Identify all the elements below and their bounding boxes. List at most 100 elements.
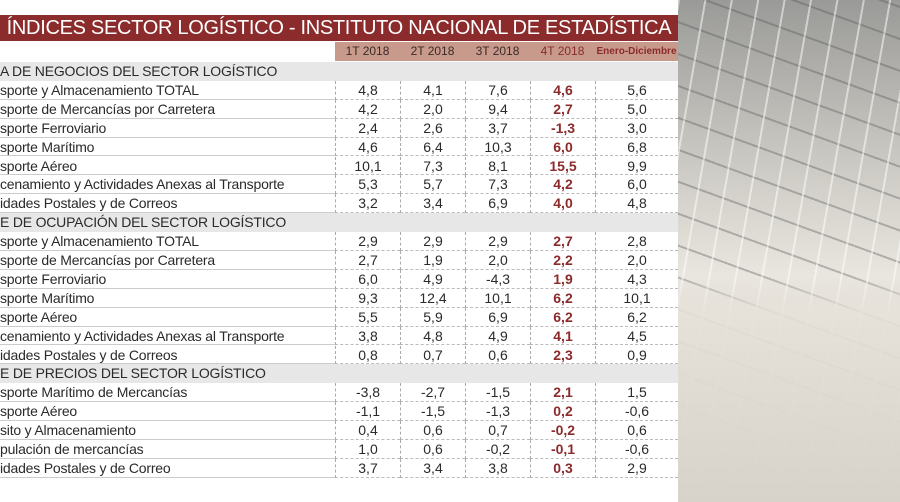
table-row: sporte Ferroviario 6,0 4,9 -4,3 1,9 4,3 — [0, 269, 678, 289]
value-cell: 4,8 — [400, 326, 465, 346]
value-cell: 2,7 — [530, 232, 595, 251]
value-cell: 9,3 — [335, 288, 400, 308]
value-cell: 10,1 — [465, 288, 530, 308]
value-cell: 3,8 — [465, 458, 530, 478]
value-cell: 2,9 — [335, 232, 400, 251]
value-cell: 5,7 — [400, 175, 465, 195]
value-cell: 2,4 — [335, 118, 400, 138]
row-divider — [0, 212, 335, 214]
row-label: sporte Marítimo — [0, 138, 95, 155]
row-divider — [0, 174, 335, 176]
value-cell: 4,2 — [335, 99, 400, 119]
table-row: cenamiento y Actividades Anexas al Trans… — [0, 326, 678, 346]
value-cell: 6,8 — [595, 137, 678, 157]
value-cell: 6,2 — [595, 307, 678, 327]
value-cell: 4,5 — [595, 326, 678, 346]
value-cell: 6,9 — [465, 307, 530, 327]
column-header: Enero-Diciembre — [595, 42, 678, 61]
value-cell: 3,4 — [400, 458, 465, 478]
column-header: 4T 2018 — [530, 42, 595, 61]
value-cell: 2,7 — [530, 99, 595, 119]
table-row: sporte Marítimo 4,6 6,4 10,3 6,0 6,8 — [0, 137, 678, 157]
section-title: E DE OCUPACIÓN DEL SECTOR LOGÍSTICO — [0, 214, 287, 231]
row-label: idades Postales y de Correo — [0, 459, 171, 476]
value-cell: 10,1 — [595, 288, 678, 308]
value-cell: 0,4 — [335, 421, 400, 440]
value-cell: 0,9 — [595, 345, 678, 365]
value-cell: 4,9 — [400, 269, 465, 289]
row-divider — [0, 325, 335, 327]
value-cell: -0,6 — [595, 402, 678, 422]
section-header: A DE NEGOCIOS DEL SECTOR LOGÍSTICO — [0, 62, 678, 81]
row-divider — [0, 155, 335, 157]
row-label: sporte Aéreo — [0, 157, 77, 174]
row-divider — [0, 98, 335, 100]
value-cell: 3,7 — [465, 118, 530, 138]
value-cell: 0,7 — [465, 421, 530, 440]
value-cell: -0,2 — [530, 421, 595, 440]
value-cell: 2,3 — [530, 345, 595, 365]
value-cell: 4,2 — [530, 175, 595, 195]
value-cell: 2,6 — [400, 118, 465, 138]
table-row: sporte y Almacenamiento TOTAL 2,9 2,9 2,9 2,… — [0, 232, 678, 251]
value-cell: 5,9 — [400, 307, 465, 327]
value-cell: -4,3 — [465, 269, 530, 289]
value-cell: 10,1 — [335, 156, 400, 176]
column-header: 3T 2018 — [465, 42, 530, 61]
value-cell: 6,2 — [530, 288, 595, 308]
value-cell: -1,3 — [530, 118, 595, 138]
value-cell: 2,7 — [335, 251, 400, 270]
row-label: cenamiento y Actividades Anexas al Trans… — [0, 327, 285, 344]
row-label: cenamiento y Actividades Anexas al Trans… — [0, 176, 285, 193]
value-cell: 6,9 — [465, 194, 530, 214]
value-cell: 0,6 — [465, 345, 530, 365]
row-label: idades Postales y de Correos — [0, 346, 178, 363]
value-cell: 0,6 — [595, 421, 678, 440]
row-label: sporte Marítimo de Mercancías — [0, 384, 188, 401]
section-title: E DE PRECIOS DEL SECTOR LOGÍSTICO — [0, 365, 266, 382]
value-cell: -2,7 — [400, 383, 465, 403]
row-divider — [0, 249, 335, 251]
value-cell: 2,1 — [530, 383, 595, 403]
value-cell: 7,3 — [400, 156, 465, 176]
row-divider — [0, 306, 335, 308]
value-cell: 15,5 — [530, 156, 595, 176]
value-cell: 1,5 — [595, 383, 678, 403]
value-cell: 5,3 — [335, 175, 400, 195]
column-header: 2T 2018 — [400, 42, 465, 61]
value-cell: 5,5 — [335, 307, 400, 327]
row-label: sporte Aéreo — [0, 308, 77, 325]
table-row: sporte Aéreo 5,5 5,9 6,9 6,2 6,2 — [0, 307, 678, 327]
value-cell: -1,5 — [400, 402, 465, 422]
value-cell: 0,8 — [335, 345, 400, 365]
value-cell: 3,2 — [335, 194, 400, 214]
value-cell: -0,2 — [465, 440, 530, 459]
table-row: idades Postales y de Correos 3,2 3,4 6,9 4,0… — [0, 194, 678, 214]
value-cell: 4,3 — [595, 269, 678, 289]
row-divider — [0, 401, 335, 403]
value-cell: 4,8 — [335, 80, 400, 100]
column-header: 1T 2018 — [335, 42, 400, 61]
row-divider — [0, 268, 335, 270]
value-cell: 12,4 — [400, 288, 465, 308]
row-divider — [0, 193, 335, 195]
row-label: sporte Aéreo — [0, 403, 77, 420]
value-cell: 2,0 — [465, 251, 530, 270]
table-row: sporte de Mercancías por Carretera 4,2 2,0… — [0, 99, 678, 119]
value-cell: -3,8 — [335, 383, 400, 403]
row-divider — [0, 117, 335, 119]
value-cell: 0,7 — [400, 345, 465, 365]
value-cell: 2,9 — [400, 232, 465, 251]
row-divider — [0, 476, 335, 478]
value-cell: 9,4 — [465, 99, 530, 119]
value-cell: 4,1 — [400, 80, 465, 100]
row-divider — [0, 363, 335, 365]
section-title: A DE NEGOCIOS DEL SECTOR LOGÍSTICO — [0, 63, 278, 79]
row-label: sporte Ferroviario — [0, 119, 107, 136]
value-cell: 4,0 — [530, 194, 595, 214]
row-label: sporte y Almacenamiento TOTAL — [0, 233, 199, 250]
value-cell: 5,6 — [595, 80, 678, 100]
value-cell: 8,1 — [465, 156, 530, 176]
value-cell: 0,3 — [530, 458, 595, 478]
value-cell: 4,9 — [465, 326, 530, 346]
